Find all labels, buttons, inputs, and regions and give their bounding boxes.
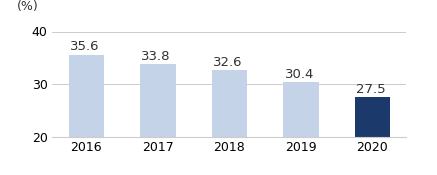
Bar [140, 64, 176, 136]
Bar [354, 97, 390, 136]
Bar [283, 82, 319, 136]
Text: (%): (%) [17, 0, 39, 13]
Text: 33.8: 33.8 [142, 50, 171, 63]
Bar [212, 70, 247, 136]
Text: 30.4: 30.4 [284, 68, 314, 80]
Text: 35.6: 35.6 [70, 40, 100, 53]
Bar [69, 55, 104, 136]
Text: 27.5: 27.5 [356, 83, 385, 96]
Text: 32.6: 32.6 [213, 56, 243, 69]
